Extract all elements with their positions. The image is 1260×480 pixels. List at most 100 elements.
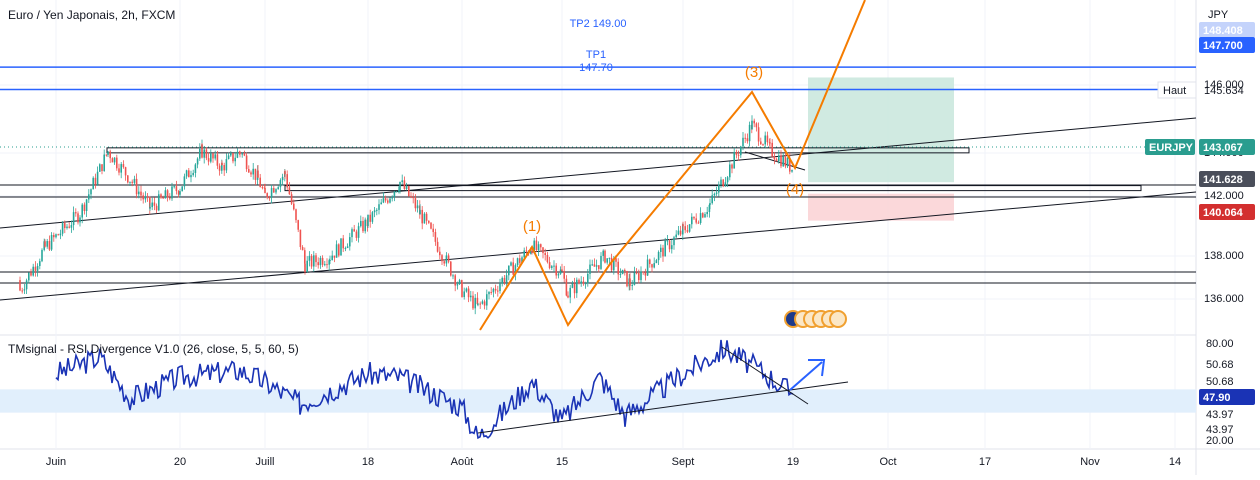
candle-350: [751, 120, 753, 130]
rsi-lo-a: 43.97: [1206, 409, 1234, 421]
candle-242: [523, 250, 525, 258]
candle-235: [508, 265, 510, 276]
candle-361: [773, 156, 776, 160]
candle-86: [201, 144, 203, 158]
candle-248: [535, 240, 538, 251]
candle-346: [744, 137, 746, 139]
time-tick-8: Oct: [879, 456, 896, 468]
candle-163: [357, 226, 360, 238]
candle-362: [775, 159, 778, 162]
candle-18: [57, 234, 59, 236]
candle-357: [766, 135, 769, 143]
candle-230: [497, 290, 499, 292]
time-tick-3: 18: [362, 456, 374, 468]
candle-49: [124, 167, 127, 176]
symbol-tag-bg: [1145, 139, 1195, 155]
candle-155: [340, 238, 342, 256]
candle-310: [668, 240, 671, 250]
candle-22: [66, 226, 68, 229]
time-tick-9: 17: [979, 456, 991, 468]
rsi-tick-1: 20.00: [1206, 435, 1234, 447]
candle-216: [467, 288, 470, 298]
candle-237: [512, 262, 514, 275]
candle-151: [331, 255, 333, 261]
rsi-pane: [55, 339, 849, 440]
candle-83: [196, 158, 199, 165]
candle-351: [753, 120, 755, 124]
candle-10: [41, 249, 43, 262]
candle-317: [682, 224, 684, 227]
candle-332: [713, 193, 716, 196]
candle-282: [608, 257, 611, 259]
candle-338: [726, 177, 729, 183]
candle-126: [281, 176, 284, 181]
candle-39: [103, 154, 105, 171]
candle-128: [284, 171, 286, 175]
candle-296: [638, 273, 640, 281]
candle-329: [708, 204, 711, 213]
candle-295: [635, 272, 638, 274]
candle-181: [395, 191, 398, 193]
candle-208: [452, 275, 454, 277]
candle-44: [113, 157, 116, 163]
candle-84: [199, 148, 201, 159]
candle-243: [525, 250, 528, 252]
candle-164: [360, 220, 362, 227]
candle-191: [416, 205, 419, 209]
candle-348: [748, 124, 751, 142]
candle-241: [521, 257, 523, 263]
candle-225: [486, 294, 488, 306]
candle-353: [757, 127, 760, 142]
candle-303: [653, 263, 655, 268]
candle-319: [686, 230, 689, 232]
high-tag: 145.634: [1204, 85, 1244, 97]
candle-27: [77, 213, 79, 223]
candle-323: [695, 218, 697, 223]
tp2-tag: 148.408: [1203, 25, 1243, 37]
candle-157: [344, 247, 347, 249]
candle-174: [380, 202, 382, 205]
time-tick-5: 15: [556, 456, 568, 468]
candle-150: [329, 260, 331, 262]
candle-259: [559, 269, 562, 274]
candle-63: [153, 202, 156, 206]
candle-280: [604, 250, 606, 263]
candle-180: [393, 191, 396, 197]
candle-231: [499, 283, 501, 292]
candle-318: [684, 226, 686, 231]
candle-96: [221, 162, 223, 166]
tp2-annotation: TP2 149.00: [570, 18, 627, 30]
candle-267: [576, 279, 578, 294]
candle-74: [177, 191, 180, 195]
candle-107: [243, 153, 246, 156]
candle-304: [655, 260, 658, 264]
candle-199: [432, 228, 434, 233]
candle-356: [764, 135, 766, 145]
candle-82: [194, 164, 197, 173]
candle-341: [733, 152, 735, 169]
candle-251: [542, 247, 544, 254]
rsi-support-line: [477, 381, 849, 434]
event-icon-5: [829, 310, 847, 328]
candle-211: [458, 280, 461, 285]
price-tick-2: 142.000: [1204, 190, 1244, 202]
candle-0: [19, 280, 21, 291]
price-tick-0: 146.000: [1204, 79, 1244, 91]
candle-116: [261, 187, 264, 189]
candle-135: [299, 229, 302, 247]
candle-294: [633, 272, 636, 285]
candle-325: [699, 213, 702, 223]
candle-240: [519, 258, 521, 263]
rsi-current-tag: 47.90: [1203, 392, 1231, 404]
candle-28: [79, 217, 81, 223]
time-tick-10: Nov: [1080, 456, 1100, 468]
candle-218: [472, 295, 474, 309]
candle-233: [503, 277, 506, 283]
candle-268: [578, 279, 580, 284]
candle-175: [382, 198, 385, 203]
candle-137: [304, 250, 306, 264]
candle-213: [461, 282, 463, 297]
indicator-title: TMsignal - RSI Divergence V1.0 (26, clos…: [8, 342, 299, 356]
candle-239: [516, 258, 519, 266]
